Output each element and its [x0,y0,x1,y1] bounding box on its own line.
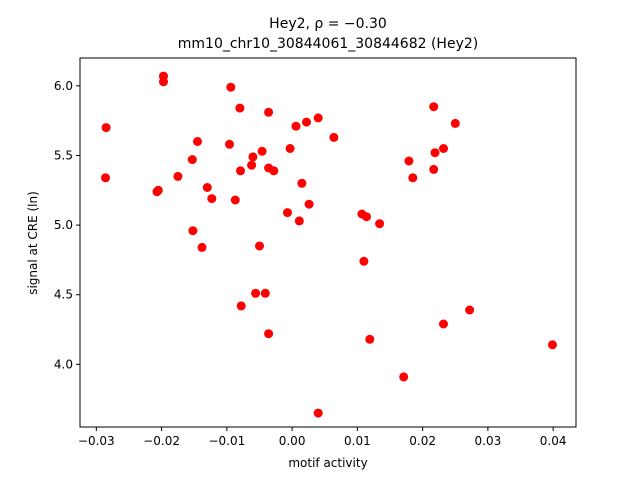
data-point-5 [159,77,168,87]
x-tick-label: 0.03 [475,434,502,448]
data-point-0 [101,123,111,133]
x-tick-label: 0.01 [344,434,371,448]
data-point-45 [404,156,414,166]
data-point-15 [230,195,240,205]
y-tick-label: 5.0 [54,218,73,232]
data-point-31 [291,121,301,131]
data-point-51 [439,319,448,329]
data-point-28 [269,166,279,176]
x-tick-label: −0.02 [143,434,180,448]
data-point-23 [257,146,267,156]
data-point-33 [297,178,307,188]
data-point-27 [264,329,274,339]
chart-title-line1: Hey2, ρ = −0.30 [269,16,387,32]
data-point-7 [187,155,197,165]
data-point-21 [251,288,261,298]
data-point-49 [430,148,440,158]
x-tick-label: −0.01 [208,434,245,448]
data-point-24 [260,288,270,298]
data-point-52 [450,118,460,128]
data-point-14 [226,82,236,92]
data-point-29 [283,208,292,218]
data-point-6 [173,171,183,181]
data-point-11 [202,183,212,192]
data-point-36 [313,113,323,123]
data-point-46 [408,173,418,183]
data-point-44 [399,372,409,382]
x-tick-label: 0.02 [409,434,436,448]
y-axis-ticks: 4.0 4.5 5.0 5.5 6.0 [54,79,80,371]
data-point-34 [302,117,311,127]
x-axis-label: motif activity [288,456,367,470]
data-point-18 [236,301,246,311]
y-tick-label: 5.5 [54,148,73,162]
data-point-22 [255,241,264,251]
data-point-48 [429,164,439,174]
data-point-16 [235,103,245,113]
y-tick-label: 4.5 [54,288,73,302]
chart-title-line2: mm10_chr10_30844061_30844682 (Hey2) [178,36,478,52]
y-axis-label: signal at CRE (ln) [26,191,40,295]
data-point-8 [188,226,198,236]
data-point-32 [294,216,304,226]
data-point-10 [197,242,207,252]
data-point-42 [365,334,375,344]
x-tick-label: 0.04 [540,434,567,448]
x-axis-ticks: −0.03 −0.02 −0.01 0.00 0.01 0.02 0.03 0.04 [78,427,567,448]
data-point-47 [429,102,439,112]
data-point-40 [359,256,369,266]
data-point-19 [247,160,257,170]
data-point-3 [153,185,163,195]
data-point-1 [101,173,110,183]
data-point-43 [375,219,385,229]
data-point-17 [236,166,245,176]
y-tick-label: 6.0 [54,79,73,93]
x-tick-label: 0.00 [279,434,306,448]
data-point-50 [439,144,448,153]
data-point-54 [548,340,557,350]
plot-frame [79,57,577,428]
data-point-20 [248,152,258,162]
x-tick-label: −0.03 [78,434,115,448]
data-point-38 [329,132,339,142]
data-point-41 [362,212,371,222]
y-tick-label: 4.0 [54,357,73,371]
data-point-30 [285,144,295,153]
data-point-25 [264,107,274,117]
data-point-12 [207,194,217,204]
data-point-13 [225,139,234,149]
data-point-35 [304,199,314,209]
data-point-53 [465,305,475,315]
data-point-9 [193,137,202,146]
data-points [101,71,557,418]
data-point-37 [313,408,323,418]
